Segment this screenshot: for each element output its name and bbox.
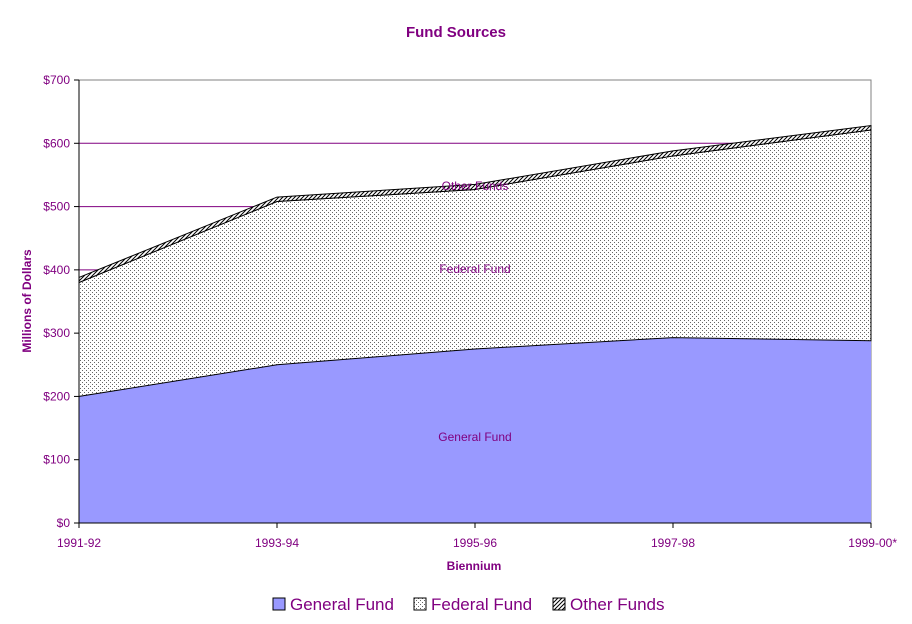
y-axis-ticks: $0 $100 $200 $300 $400 $500 $600 $700 <box>43 73 79 530</box>
y-axis-title: Millions of Dollars <box>20 249 34 353</box>
chart-title: Fund Sources <box>406 24 506 41</box>
x-tick-label: 1999-00* <box>848 536 897 550</box>
x-tick-label: 1995-96 <box>453 536 497 550</box>
area-general-fund <box>79 337 871 523</box>
legend-label-other-funds: Other Funds <box>570 595 665 614</box>
area-label-federal-fund: Federal Fund <box>439 262 510 276</box>
legend-label-federal-fund: Federal Fund <box>431 595 532 614</box>
area-label-general-fund: General Fund <box>438 430 511 444</box>
area-label-other-funds: Other Funds <box>442 179 509 193</box>
area-series <box>78 124 872 523</box>
x-tick-label: 1997-98 <box>651 536 695 550</box>
legend-swatch-general-fund <box>272 597 286 611</box>
y-tick-label: $200 <box>43 389 70 403</box>
legend: General Fund Federal Fund Other Funds <box>272 595 665 614</box>
x-tick-label: 1991-92 <box>57 536 101 550</box>
y-tick-label: $300 <box>43 326 70 340</box>
area-other-funds <box>78 124 872 284</box>
y-tick-label: $700 <box>43 73 70 87</box>
legend-label-general-fund: General Fund <box>290 595 394 614</box>
y-tick-label: $400 <box>43 263 70 277</box>
y-tick-label: $100 <box>43 453 70 467</box>
y-tick-label: $500 <box>43 200 70 214</box>
legend-swatch-federal-fund <box>413 597 427 611</box>
legend-swatch-other-funds <box>552 597 566 611</box>
x-tick-label: 1993-94 <box>255 536 299 550</box>
x-axis-ticks: 1991-92 1993-94 1995-96 1997-98 1999-00* <box>57 523 897 550</box>
y-tick-label: $0 <box>57 516 71 530</box>
y-tick-label: $600 <box>43 136 70 150</box>
x-axis-title: Biennium <box>447 559 502 573</box>
